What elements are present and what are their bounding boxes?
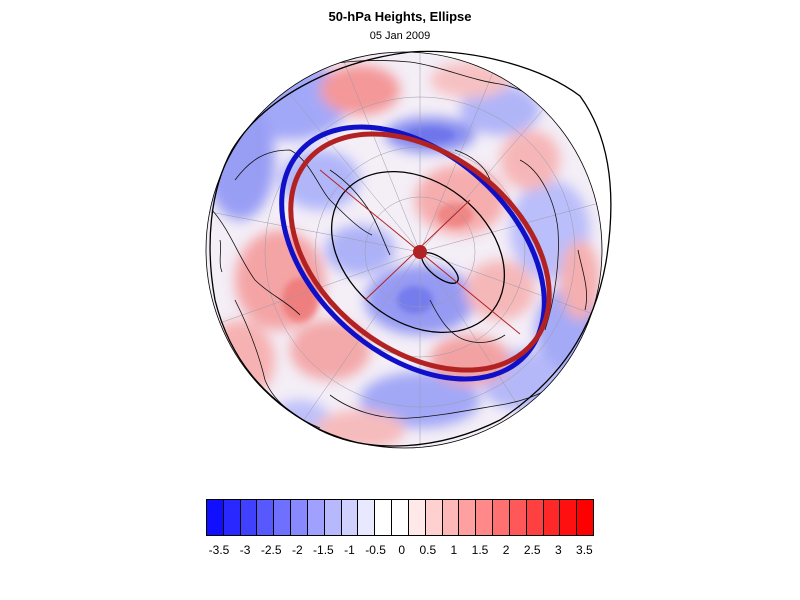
colorbar-swatch [392,500,409,535]
colorbar-swatch [560,500,578,535]
colorbar-swatch [442,500,460,535]
colorbar-swatch [274,500,292,535]
colorbar-swatch [459,500,477,535]
colorbar-swatch [543,500,561,535]
ellipse-center-marker [413,245,427,259]
colorbar-swatch [291,500,308,535]
colorbar-swatch [476,500,494,535]
map-subtitle: 05 Jan 2009 [369,30,431,42]
lat-lon-grid [206,52,602,448]
colorbar-swatch [509,500,527,535]
colorbar [206,499,594,536]
colorbar-swatch [223,500,241,535]
colorbar-swatch [307,500,325,535]
red-ellipse [288,131,552,373]
colorbar-swatch [207,500,224,535]
colorbar-swatch [375,500,393,535]
colorbar-swatch [526,500,544,535]
anomaly-field [206,52,602,448]
colorbar-swatch [408,500,426,535]
colorbar-swatch [425,500,443,535]
map-border [205,51,603,449]
colorbar-swatch [324,500,342,535]
blue-ellipse [279,124,547,382]
colorbar-swatch [257,500,275,535]
colorbar-swatch [341,500,359,535]
colorbar-swatch [493,500,510,535]
map-title: 50-hPa Heights, Ellipse [328,9,472,24]
colorbar-swatch [240,500,258,535]
colorbar-swatch [577,500,594,535]
colorbar-swatch [358,500,376,535]
